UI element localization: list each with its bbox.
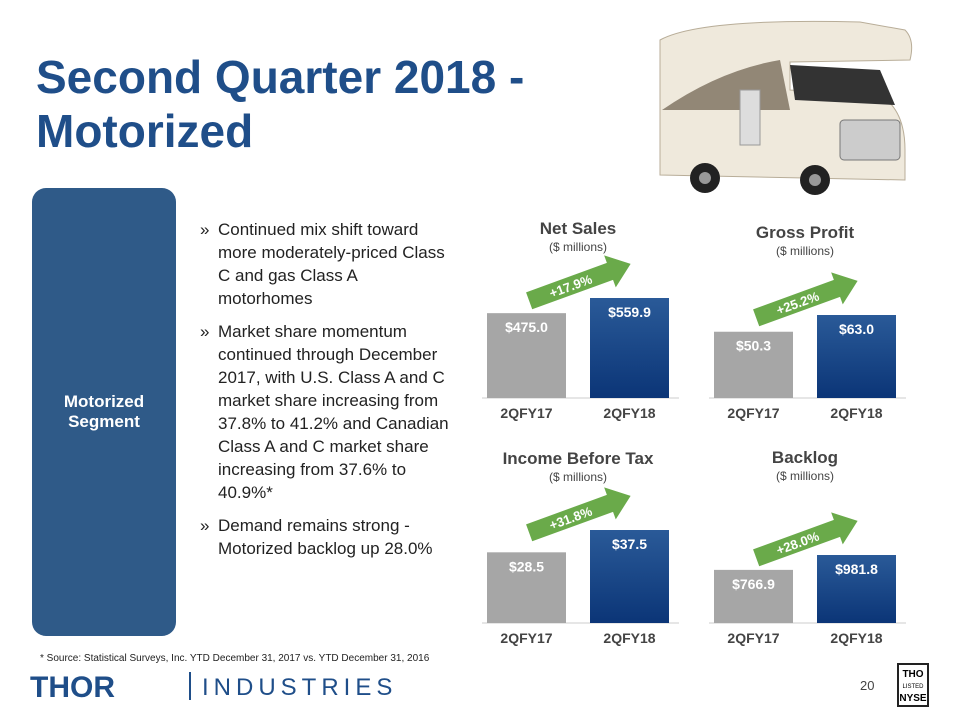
bullet-list: Continued mix shift toward more moderate…: [200, 218, 450, 570]
x-tick-label: 2QFY17: [727, 630, 779, 646]
bullet: Market share momentum continued through …: [200, 320, 450, 504]
chart-subtitle: ($ millions): [776, 469, 834, 483]
value-label: $981.8: [835, 561, 878, 577]
chart-title: Gross Profit: [756, 223, 855, 242]
bullet: Demand remains strong - Motorized backlo…: [200, 514, 450, 560]
arrow-shape: [526, 255, 631, 310]
bar: [817, 315, 896, 398]
chart-subtitle: ($ millions): [549, 470, 607, 484]
value-label: $559.9: [608, 304, 651, 320]
value-label: $37.5: [612, 536, 647, 552]
x-tick-label: 2QFY17: [500, 630, 552, 646]
x-tick-label: 2QFY17: [500, 405, 552, 421]
bar: [817, 555, 896, 623]
chart: Backlog ($ millions) $766.9 2QFY17 $981.8 2QF…: [709, 448, 906, 646]
logo: THOR INDUSTRIES THO LISTED NYSE: [30, 663, 929, 707]
bar: [487, 313, 566, 398]
bar: [714, 331, 793, 398]
value-label: $766.9: [732, 576, 775, 592]
chart-title: Net Sales: [540, 219, 617, 238]
value-label: $475.0: [505, 319, 548, 335]
arrow-shape: [526, 487, 631, 542]
slide-title: Second Quarter 2018 - Motorized: [36, 51, 525, 157]
value-label: $50.3: [736, 338, 771, 354]
growth-label: +28.0%: [774, 528, 821, 557]
x-tick-label: 2QFY18: [830, 630, 882, 646]
bar: [590, 298, 669, 398]
arrow-shape: [753, 512, 858, 567]
growth-label: +17.9%: [547, 271, 594, 300]
logo-brand: THOR: [30, 671, 115, 704]
badge-line: NYSE: [899, 693, 927, 704]
chart: Income Before Tax ($ millions) $28.5 2QFY17…: [482, 449, 679, 646]
badge-line: LISTED: [902, 684, 924, 690]
chart-title: Income Before Tax: [503, 449, 654, 468]
bullet: Continued mix shift toward more moderate…: [200, 218, 450, 310]
chart-subtitle: ($ millions): [549, 240, 607, 254]
bar: [590, 530, 669, 623]
logo-division: INDUSTRIES: [202, 674, 397, 701]
x-tick-label: 2QFY18: [603, 630, 655, 646]
value-label: $63.0: [839, 321, 874, 337]
segment-label: Motorized Segment: [32, 188, 176, 636]
footnote: * Source: Statistical Surveys, Inc. YTD …: [40, 653, 430, 664]
growth-label: +25.2%: [774, 288, 821, 317]
growth-label: +31.8%: [547, 503, 594, 532]
chart-subtitle: ($ millions): [776, 244, 834, 258]
rv-image: [659, 20, 913, 195]
chart-title: Backlog: [772, 448, 838, 467]
chart: Gross Profit ($ millions) $50.3 2QFY17 $63.0…: [709, 223, 906, 421]
x-tick-label: 2QFY18: [830, 405, 882, 421]
badge-line: THO: [902, 669, 923, 680]
page-number: 20: [860, 678, 875, 693]
value-label: $28.5: [509, 558, 544, 574]
x-tick-label: 2QFY17: [727, 405, 779, 421]
x-tick-label: 2QFY18: [603, 405, 655, 421]
bar: [714, 569, 793, 623]
chart: Net Sales ($ millions) $475.0 2QFY17 $559.9 2…: [482, 219, 679, 421]
bar: [487, 552, 566, 623]
arrow-shape: [753, 272, 858, 327]
